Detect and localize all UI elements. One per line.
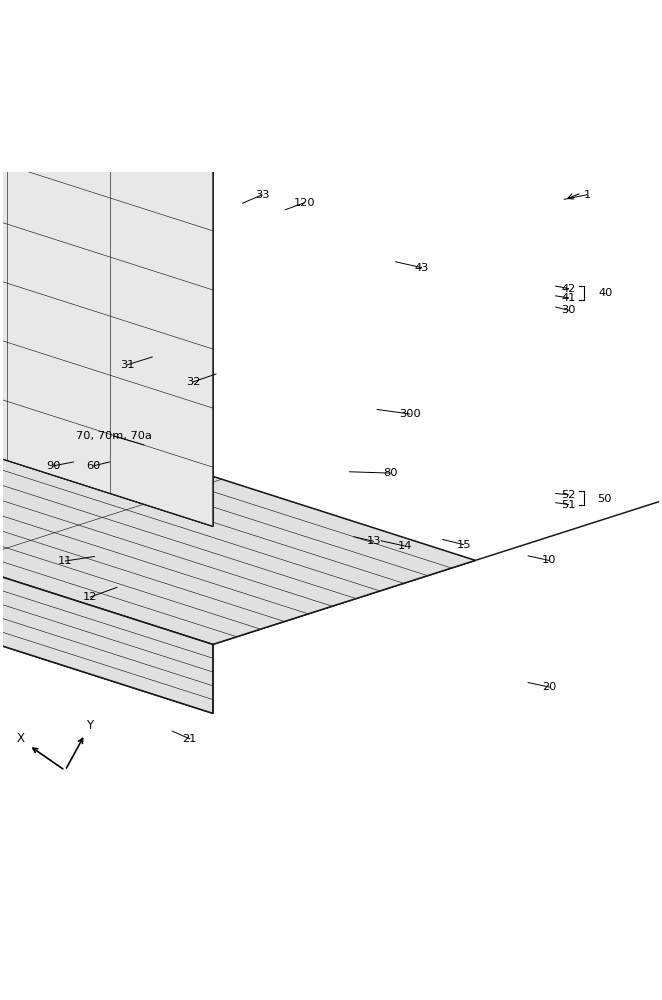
- Text: 13: 13: [367, 536, 381, 546]
- Polygon shape: [0, 0, 541, 113]
- Text: 12: 12: [83, 592, 97, 602]
- Polygon shape: [0, 0, 213, 526]
- Text: 42: 42: [561, 284, 576, 294]
- Polygon shape: [0, 0, 662, 644]
- Text: 51: 51: [561, 500, 576, 510]
- Text: 80: 80: [383, 468, 397, 478]
- Text: 70, 70m, 70a: 70, 70m, 70a: [76, 431, 152, 441]
- Polygon shape: [0, 0, 475, 644]
- Polygon shape: [0, 0, 213, 526]
- Text: 14: 14: [397, 541, 412, 551]
- Text: 21: 21: [183, 734, 197, 744]
- Text: 40: 40: [598, 288, 612, 298]
- Text: X: X: [17, 732, 24, 745]
- Text: 31: 31: [120, 360, 135, 370]
- Text: 10: 10: [542, 555, 556, 565]
- Text: 11: 11: [58, 556, 72, 566]
- Text: 43: 43: [414, 263, 429, 273]
- Polygon shape: [0, 0, 213, 713]
- Text: 33: 33: [255, 190, 269, 200]
- Text: 90: 90: [46, 461, 61, 471]
- Text: 30: 30: [561, 305, 576, 315]
- Polygon shape: [0, 0, 662, 113]
- Text: 32: 32: [186, 377, 201, 387]
- Text: 41: 41: [561, 293, 576, 303]
- Text: 20: 20: [542, 682, 557, 692]
- Text: Y: Y: [87, 719, 93, 732]
- Text: 50: 50: [597, 494, 611, 504]
- Text: 1: 1: [583, 190, 591, 200]
- Text: 300: 300: [399, 409, 420, 419]
- Polygon shape: [0, 0, 213, 166]
- Text: 60: 60: [86, 461, 101, 471]
- Text: 15: 15: [456, 540, 471, 550]
- Polygon shape: [0, 0, 213, 713]
- Text: 52: 52: [561, 490, 576, 500]
- Text: 120: 120: [294, 198, 316, 208]
- Polygon shape: [0, 0, 213, 526]
